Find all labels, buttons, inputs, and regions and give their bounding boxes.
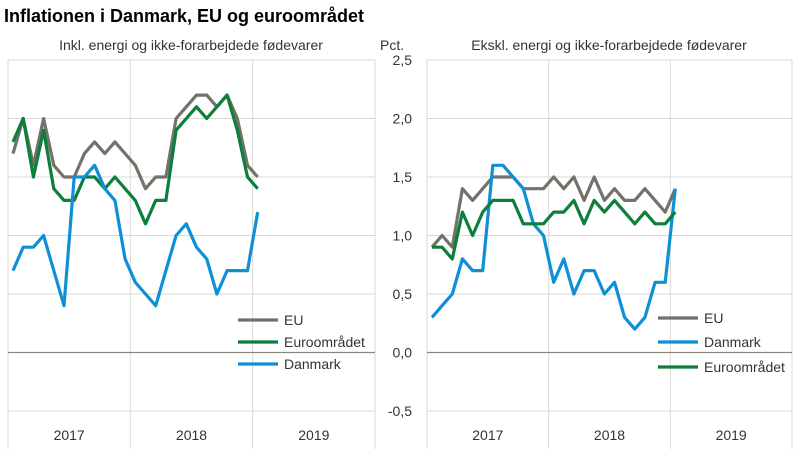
series-line-eu	[11, 93, 259, 191]
x-tick-label: 2017	[472, 427, 503, 443]
x-tick-label: 2017	[54, 427, 85, 443]
y-tick-label: 1,0	[393, 228, 413, 244]
legend-label: Euroområdet	[704, 359, 785, 375]
y-tick-label: -0,5	[388, 403, 412, 419]
y-tick-label: 2,0	[393, 111, 413, 127]
x-tick-label: 2018	[176, 427, 207, 443]
y-tick-label: 0,0	[393, 345, 413, 361]
y-axis-unit: Pct.	[380, 37, 404, 53]
x-tick-label: 2019	[298, 427, 329, 443]
series-line-eu	[430, 175, 677, 249]
legend-label: Danmark	[704, 334, 762, 350]
panel-left-title: Inkl. energi og ikke-forarbejdede fødeva…	[59, 37, 323, 53]
series-line-danmark	[430, 163, 677, 331]
y-tick-label: 0,5	[393, 286, 413, 302]
x-tick-label: 2019	[716, 427, 747, 443]
x-tick-label: 2018	[594, 427, 625, 443]
legend-label: Euroområdet	[284, 334, 365, 350]
y-tick-label: 1,5	[393, 169, 413, 185]
series-line-euroområdet	[432, 198, 677, 261]
series-line-euroområdet	[11, 93, 259, 226]
legend-label: Danmark	[284, 356, 342, 372]
y-tick-label: 2,5	[393, 52, 413, 68]
legend-label: EU	[284, 312, 303, 328]
panel-right-title: Ekskl. energi og ikke-forarbejdede fødev…	[471, 37, 747, 53]
legend-label: EU	[704, 310, 723, 326]
series-line-danmark	[11, 163, 260, 308]
figure-title: Inflationen i Danmark, EU og euroområdet	[4, 6, 364, 26]
